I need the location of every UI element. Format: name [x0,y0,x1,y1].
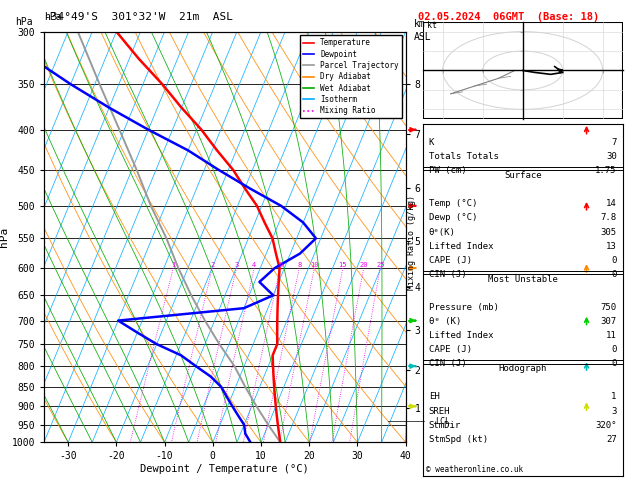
Text: 0: 0 [611,270,616,279]
Legend: Temperature, Dewpoint, Parcel Trajectory, Dry Adiabat, Wet Adiabat, Isotherm, Mi: Temperature, Dewpoint, Parcel Trajectory… [299,35,402,118]
Text: ASL: ASL [414,32,431,42]
Text: 0: 0 [611,345,616,354]
Text: CIN (J): CIN (J) [429,270,466,279]
Text: 27: 27 [606,434,616,444]
Text: StmDir: StmDir [429,420,461,430]
Text: 7: 7 [611,138,616,147]
Text: LCL: LCL [435,417,450,426]
Text: K: K [429,138,434,147]
Text: © weatheronline.co.uk: © weatheronline.co.uk [426,465,523,474]
Text: 305: 305 [601,227,616,237]
Text: hPa: hPa [44,12,62,22]
Text: CIN (J): CIN (J) [429,359,466,368]
Text: 7.8: 7.8 [601,213,616,223]
Text: 10: 10 [310,262,319,268]
Text: 320°: 320° [595,420,616,430]
Text: Temp (°C): Temp (°C) [429,199,477,208]
Text: 30: 30 [606,152,616,161]
Text: StmSpd (kt): StmSpd (kt) [429,434,488,444]
Text: Hodograph: Hodograph [499,364,547,373]
Text: 13: 13 [606,242,616,251]
Text: hPa: hPa [15,17,33,28]
Text: Mixing Ratio (g/kg): Mixing Ratio (g/kg) [408,195,416,291]
Text: 1.75: 1.75 [595,166,616,175]
Text: 4: 4 [252,262,257,268]
Text: EH: EH [429,392,440,401]
Text: 3: 3 [611,406,616,416]
Text: 15: 15 [338,262,347,268]
Text: kt: kt [426,21,437,30]
Text: θᵉ (K): θᵉ (K) [429,317,461,326]
Text: 14: 14 [606,199,616,208]
Text: SREH: SREH [429,406,450,416]
Text: CAPE (J): CAPE (J) [429,256,472,265]
Text: PW (cm): PW (cm) [429,166,466,175]
Text: Surface: Surface [504,171,542,180]
Text: 3: 3 [235,262,238,268]
Text: 2: 2 [210,262,214,268]
Text: 1: 1 [171,262,175,268]
Text: 20: 20 [359,262,368,268]
Text: Most Unstable: Most Unstable [487,275,558,284]
Text: 0: 0 [611,256,616,265]
Text: Dewp (°C): Dewp (°C) [429,213,477,223]
Y-axis label: hPa: hPa [0,227,9,247]
Text: 307: 307 [601,317,616,326]
X-axis label: Dewpoint / Temperature (°C): Dewpoint / Temperature (°C) [140,464,309,474]
Text: Lifted Index: Lifted Index [429,331,493,340]
Text: Lifted Index: Lifted Index [429,242,493,251]
Text: km: km [414,19,426,30]
Text: CAPE (J): CAPE (J) [429,345,472,354]
Text: -34°49'S  301°32'W  21m  ASL: -34°49'S 301°32'W 21m ASL [44,12,233,22]
Text: 6: 6 [278,262,282,268]
Text: 8: 8 [297,262,301,268]
Text: 11: 11 [606,331,616,340]
Text: 25: 25 [376,262,384,268]
Text: 02.05.2024  06GMT  (Base: 18): 02.05.2024 06GMT (Base: 18) [418,12,599,22]
Text: θᵉ(K): θᵉ(K) [429,227,455,237]
Text: 0: 0 [611,359,616,368]
Text: 1: 1 [611,392,616,401]
Text: Totals Totals: Totals Totals [429,152,499,161]
Text: Pressure (mb): Pressure (mb) [429,303,499,312]
Text: 750: 750 [601,303,616,312]
